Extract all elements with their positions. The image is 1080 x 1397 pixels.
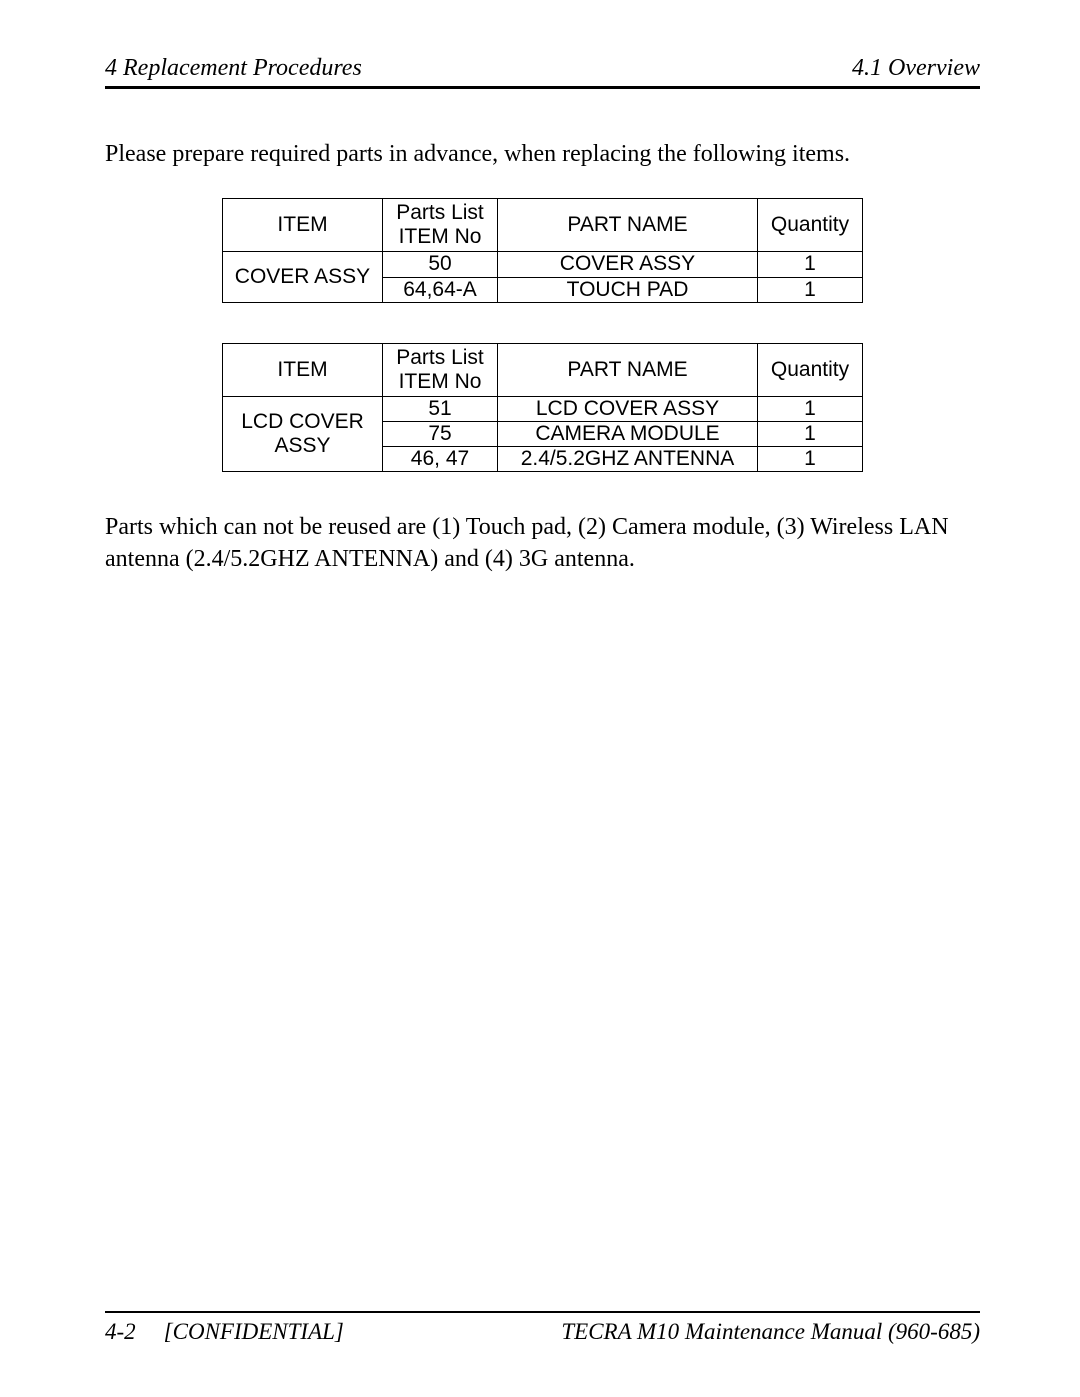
parts-no-line2: ITEM No [399,370,482,393]
page-footer: 4-2 [CONFIDENTIAL] TECRA M10 Maintenance… [105,1311,980,1345]
col-header-part-name: PART NAME [498,343,758,396]
footer-confidential: [CONFIDENTIAL] [164,1319,344,1345]
qty-cell: 1 [758,252,863,277]
qty-cell: 1 [758,277,863,302]
part-name-cell: COVER ASSY [498,252,758,277]
item-cell: LCD COVER ASSY [223,397,383,472]
header-right: 4.1 Overview [852,55,980,82]
note-paragraph: Parts which can not be reused are (1) To… [105,512,980,574]
table-row: COVER ASSY 50 COVER ASSY 1 [223,252,863,277]
footer-row: 4-2 [CONFIDENTIAL] TECRA M10 Maintenance… [105,1319,980,1345]
part-name-cell: 2.4/5.2GHZ ANTENNA [498,447,758,472]
footer-rule [105,1311,980,1313]
table-row: LCD COVER ASSY 51 LCD COVER ASSY 1 [223,397,863,422]
parts-no-cell: 50 [383,252,498,277]
parts-no-line2: ITEM No [399,225,482,248]
intro-paragraph: Please prepare required parts in advance… [105,139,980,170]
table-header-row: ITEM Parts List ITEM No PART NAME Quanti… [223,343,863,396]
item-cell: COVER ASSY [223,252,383,302]
qty-cell: 1 [758,447,863,472]
header-left: 4 Replacement Procedures [105,55,362,82]
table-header-row: ITEM Parts List ITEM No PART NAME Quanti… [223,199,863,252]
footer-page-number: 4-2 [105,1319,136,1345]
item-label-line2: ASSY [274,434,330,457]
parts-table-1: ITEM Parts List ITEM No PART NAME Quanti… [222,198,863,303]
col-header-part-name: PART NAME [498,199,758,252]
part-name-cell: LCD COVER ASSY [498,397,758,422]
col-header-item: ITEM [223,343,383,396]
header-rule [105,86,980,89]
part-name-cell: TOUCH PAD [498,277,758,302]
footer-left-group: 4-2 [CONFIDENTIAL] [105,1319,344,1345]
table1-container: ITEM Parts List ITEM No PART NAME Quanti… [105,198,980,303]
item-label-line1: LCD COVER [241,410,364,433]
qty-cell: 1 [758,397,863,422]
parts-no-cell: 64,64-A [383,277,498,302]
table2-container: ITEM Parts List ITEM No PART NAME Quanti… [105,343,980,473]
qty-cell: 1 [758,422,863,447]
part-name-cell: CAMERA MODULE [498,422,758,447]
footer-manual-title: TECRA M10 Maintenance Manual (960-685) [561,1319,980,1345]
col-header-parts-no: Parts List ITEM No [383,199,498,252]
parts-table-2: ITEM Parts List ITEM No PART NAME Quanti… [222,343,863,473]
page-header: 4 Replacement Procedures 4.1 Overview [105,55,980,82]
parts-no-line1: Parts List [396,201,484,224]
parts-no-cell: 51 [383,397,498,422]
col-header-quantity: Quantity [758,199,863,252]
document-page: 4 Replacement Procedures 4.1 Overview Pl… [0,0,1080,1397]
col-header-parts-no: Parts List ITEM No [383,343,498,396]
col-header-quantity: Quantity [758,343,863,396]
parts-no-cell: 75 [383,422,498,447]
col-header-item: ITEM [223,199,383,252]
parts-no-cell: 46, 47 [383,447,498,472]
parts-no-line1: Parts List [396,346,484,369]
